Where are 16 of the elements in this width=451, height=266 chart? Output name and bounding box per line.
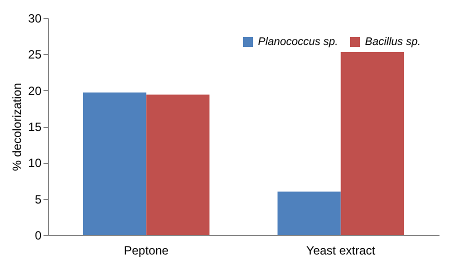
bar bbox=[146, 94, 210, 235]
legend-label: Planococcus sp. bbox=[258, 36, 338, 48]
y-tick-label: 15 bbox=[28, 120, 42, 134]
y-tick-label: 30 bbox=[28, 12, 42, 26]
x-tick-label: Peptone bbox=[124, 244, 169, 258]
y-tick-label: 0 bbox=[34, 228, 42, 242]
y-tick-label: 25 bbox=[28, 48, 42, 62]
y-tick-label: 10 bbox=[28, 156, 42, 170]
y-tick-label: 20 bbox=[28, 84, 42, 98]
y-tick-label: 5 bbox=[34, 192, 42, 206]
y-axis-title: % decolorization bbox=[10, 82, 24, 172]
bar bbox=[278, 192, 341, 235]
bar bbox=[83, 92, 146, 235]
x-tick-label: Yeast extract bbox=[306, 244, 376, 258]
bar bbox=[340, 52, 404, 235]
legend-label: Bacillus sp. bbox=[365, 36, 421, 48]
